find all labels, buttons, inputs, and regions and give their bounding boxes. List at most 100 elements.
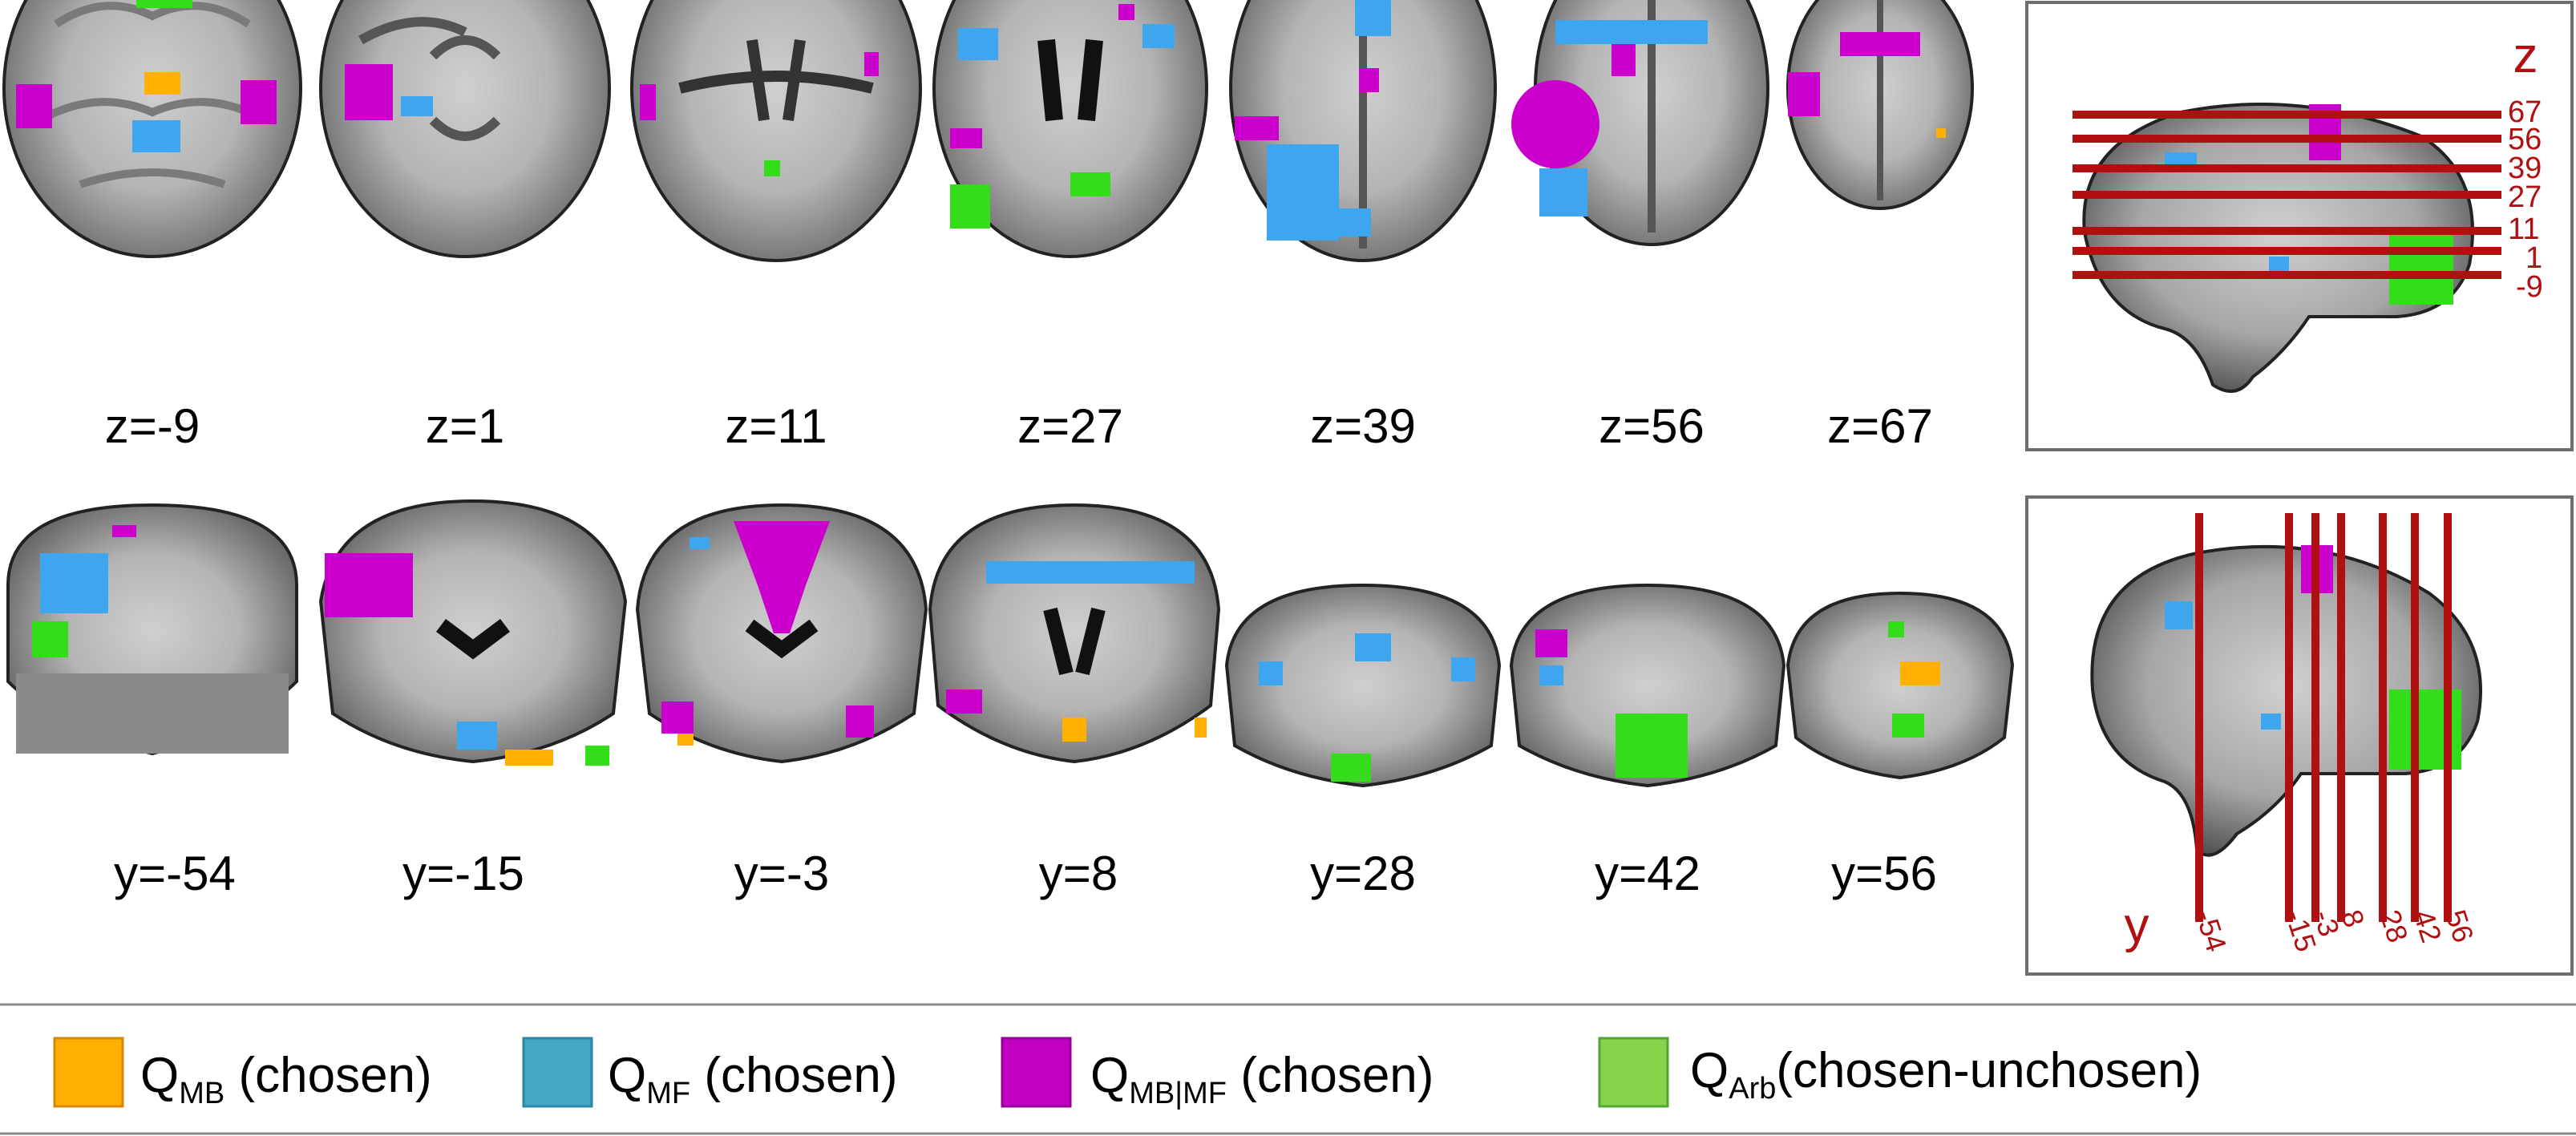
axial-slice	[2, 0, 302, 258]
coronal-slice-row	[6, 499, 2015, 788]
z-level-label: 39	[2508, 152, 2542, 185]
slice-label: y=8	[1039, 847, 1118, 900]
overlay-cluster	[136, 0, 192, 8]
slice-label: y=28	[1310, 847, 1416, 900]
overlay-cluster	[950, 128, 982, 148]
overlay-cluster	[1900, 661, 1940, 685]
overlay-cluster	[1359, 68, 1379, 92]
legend-label-qarb: QArb(chosen-unchosen)	[1690, 1043, 2202, 1106]
overlay-cluster	[1788, 72, 1820, 116]
coronal-slice	[1509, 583, 1786, 788]
overlay-cluster	[132, 120, 180, 152]
axial-slice	[1786, 0, 1974, 210]
overlay-cluster	[1936, 128, 1946, 138]
overlay-cluster	[505, 750, 553, 766]
overlay-cluster	[689, 537, 710, 549]
overlay-cluster	[1840, 32, 1920, 56]
slice-label: z=1	[426, 399, 504, 453]
z-level-label: 1	[2525, 241, 2542, 275]
overlay-cluster	[661, 701, 694, 734]
legend-swatch-qmf	[522, 1037, 593, 1108]
overlay-cluster	[950, 184, 990, 228]
overlay-cluster	[1539, 168, 1587, 216]
overlay-cluster	[677, 734, 694, 746]
z-level-label: -9	[2516, 270, 2543, 304]
axial-slice	[1511, 0, 1769, 246]
overlay-cluster	[864, 52, 879, 76]
slice-label: z=11	[725, 399, 827, 453]
slice-label: z=39	[1310, 399, 1416, 453]
overlay-cluster	[40, 553, 108, 613]
brain-slice-image	[319, 0, 611, 258]
overlay-cluster	[1235, 116, 1279, 140]
overlay-cluster	[640, 84, 656, 120]
y-axis-label: y	[2125, 898, 2149, 953]
overlay-cluster	[1355, 0, 1391, 36]
z-level-label: 67	[2508, 95, 2542, 129]
slice-label: y=42	[1595, 847, 1700, 900]
slice-label: y=-3	[734, 847, 829, 900]
axial-slice	[932, 0, 1208, 258]
coronal-slice	[318, 499, 628, 766]
overlay-cluster	[1539, 665, 1563, 685]
coronal-slice	[635, 503, 928, 764]
overlay-cluster	[144, 72, 180, 95]
overlay-cluster	[32, 621, 68, 657]
slice-label: y=-15	[402, 847, 524, 900]
brain-slice-image	[1509, 583, 1786, 788]
z-level-label: 11	[2508, 212, 2539, 246]
overlay-cluster	[1195, 718, 1207, 738]
overlay-cluster	[16, 84, 52, 128]
overlay-cluster	[345, 64, 393, 120]
overlay-cluster	[1142, 24, 1175, 48]
overlay-cluster	[946, 689, 982, 714]
coronal-slice	[928, 503, 1221, 764]
overlay-cluster	[1888, 621, 1904, 637]
brain-slice-image	[932, 0, 1208, 258]
overlay-cluster	[1267, 144, 1339, 241]
coronal-slice	[1224, 583, 1502, 788]
brain-slice-image	[1224, 583, 1502, 788]
coronal-slice	[6, 503, 298, 756]
legend-swatch-qmb	[53, 1037, 124, 1108]
overlay-cluster	[764, 160, 780, 176]
axial-slice	[319, 0, 611, 258]
overlay-cluster	[1555, 20, 1708, 44]
overlay-cluster	[457, 722, 497, 750]
overlay-cluster	[112, 525, 136, 537]
z-reference-panel: z 67 56 39 27 11 1 -9	[2025, 1, 2574, 451]
overlay-cluster	[986, 561, 1195, 584]
slice-label: z=67	[1827, 399, 1933, 453]
legend-label-qmb: QMB (chosen)	[140, 1048, 432, 1110]
coronal-slice	[1785, 591, 2015, 780]
overlay-cluster	[325, 553, 413, 617]
overlay-cluster	[1070, 172, 1110, 196]
axial-slice	[630, 0, 922, 262]
overlay-cluster	[1331, 754, 1371, 782]
slice-label: y=-54	[114, 847, 236, 900]
slice-label: z=27	[1017, 399, 1123, 453]
overlay-cluster	[1118, 4, 1134, 20]
overlay-cluster	[1616, 714, 1688, 778]
overlay-cluster	[1451, 657, 1475, 681]
slice-label: z=-9	[105, 399, 200, 453]
legend-label-qmbmf: QMB|MF (chosen)	[1090, 1048, 1434, 1110]
slice-label: z=56	[1599, 399, 1705, 453]
z-level-label: 56	[2508, 123, 2542, 156]
overlay-cluster	[846, 705, 874, 738]
slice-label: y=56	[1831, 847, 1937, 900]
overlay-cluster	[958, 28, 998, 60]
z-axis-label: z	[2513, 28, 2538, 83]
overlay-cluster	[1062, 718, 1086, 742]
z-level-label: 27	[2508, 180, 2542, 214]
overlay-cluster	[1511, 80, 1599, 168]
legend-label-qmf: QMF (chosen)	[608, 1048, 898, 1110]
overlay-cluster	[241, 80, 277, 124]
legend: QMB (chosen) QMF (chosen) QMB|MF (chosen…	[0, 1003, 2576, 1135]
overlay-cluster	[585, 746, 609, 766]
axial-slice	[1229, 0, 1497, 262]
legend-swatch-qarb	[1598, 1037, 1669, 1108]
overlay-cluster	[734, 521, 830, 633]
brain-slice-image	[630, 0, 922, 262]
